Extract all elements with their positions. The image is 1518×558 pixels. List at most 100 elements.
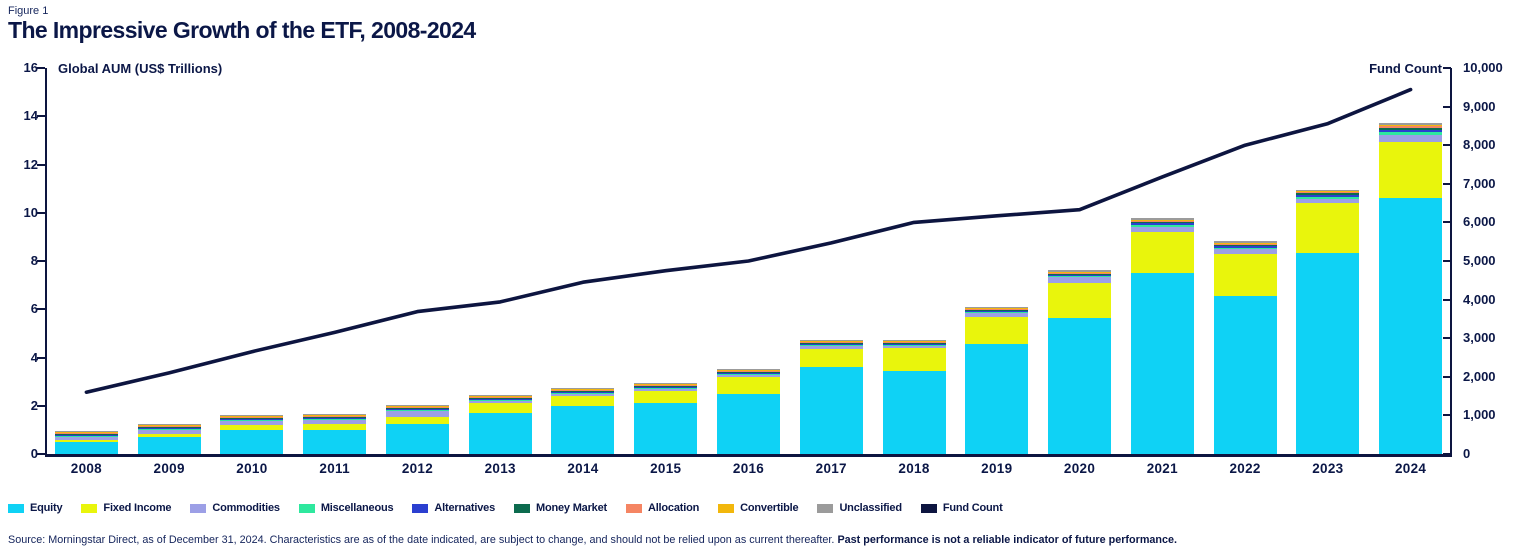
bar-2016: [717, 368, 780, 454]
right-axis-tick-label: 6,000: [1463, 214, 1496, 230]
legend-label: Commodities: [212, 502, 280, 514]
right-axis-tick: [1443, 144, 1451, 147]
bar-segment-allocation: [634, 384, 698, 386]
right-axis-tick-label: 5,000: [1463, 253, 1496, 268]
legend-swatch-icon: [514, 503, 530, 513]
bar-segment-fixed-income: [1130, 232, 1194, 274]
bar-segment-unclassified: [220, 414, 284, 416]
legend-label: Equity: [30, 502, 63, 514]
left-axis-tick-label: 4: [30, 349, 38, 365]
x-axis-label-2009: 2009: [153, 461, 185, 476]
x-axis-label-2011: 2011: [319, 461, 350, 476]
bar-segment-miscellaneous: [468, 399, 532, 401]
right-axis-tick: [1443, 260, 1451, 262]
bar-segment-alternatives: [882, 343, 946, 345]
bar-segment-unclassified: [1296, 189, 1360, 192]
bar-segment-miscellaneous: [551, 392, 615, 394]
left-axis-tick-label: 6: [30, 301, 38, 317]
bar-2024: [1379, 123, 1443, 454]
bar-segment-commodities: [799, 346, 863, 349]
bar-segment-alternatives: [220, 418, 284, 420]
bar-2020: [1048, 269, 1112, 454]
bar-segment-miscellaneous: [634, 387, 698, 389]
bar-segment-commodities: [220, 420, 284, 425]
bar-2018: [882, 339, 946, 454]
bar-segment-money-market: [1379, 127, 1443, 130]
legend-item-unclassified: Unclassified: [817, 502, 902, 514]
bar-segment-convertible: [1379, 125, 1443, 127]
bar-segment-allocation: [551, 389, 615, 391]
right-axis-tick-label: 2,000: [1463, 368, 1496, 384]
left-axis-tick-label: 12: [23, 156, 38, 172]
right-axis-line: [1450, 68, 1452, 454]
bar-segment-commodities: [1379, 134, 1443, 142]
bar-segment-fixed-income: [965, 316, 1029, 345]
bar-segment-miscellaneous: [303, 418, 367, 420]
right-axis-tick-label: 8,000: [1463, 137, 1496, 153]
legend-label: Money Market: [536, 502, 607, 514]
bar-segment-unclassified: [303, 413, 367, 415]
right-axis-tick-label: 4,000: [1463, 291, 1496, 307]
left-axis-tick: [37, 404, 45, 407]
x-axis-label-2014: 2014: [567, 461, 599, 476]
legend-item-miscellaneous: Miscellaneous: [298, 502, 394, 514]
bar-segment-alternatives: [303, 417, 367, 419]
bar-segment-equity: [882, 370, 946, 454]
left-axis-tick-label: 16: [23, 60, 38, 75]
right-axis-tick-label: 1,000: [1463, 407, 1496, 423]
bar-segment-unclassified: [1130, 218, 1194, 221]
bar-segment-commodities: [1213, 249, 1277, 254]
bar-segment-money-market: [799, 343, 863, 345]
bar-segment-equity: [634, 402, 698, 454]
bar-segment-allocation: [1213, 243, 1277, 245]
bar-segment-fixed-income: [1379, 141, 1443, 199]
left-axis-tick: [37, 115, 45, 118]
bar-segment-allocation: [799, 342, 863, 344]
bar-segment-fixed-income: [799, 348, 863, 368]
right-axis-tick: [1443, 337, 1451, 340]
bar-2010: [220, 414, 284, 454]
right-axis-tick: [1443, 414, 1451, 417]
source-text-normal: Source: Morningstar Direct, as of Decemb…: [8, 534, 838, 546]
bar-segment-equity: [799, 367, 863, 454]
legend-label: Convertible: [740, 502, 799, 514]
bar-segment-alternatives: [385, 409, 449, 411]
left-axis-tick: [37, 67, 45, 69]
bar-2013: [468, 394, 532, 454]
bar-2008: [54, 431, 118, 454]
bar-segment-fixed-income: [1213, 253, 1277, 296]
x-axis-label-2016: 2016: [732, 461, 765, 476]
left-axis-tick: [37, 453, 45, 455]
bar-segment-money-market: [551, 390, 615, 392]
bar-segment-miscellaneous: [882, 344, 946, 346]
bar-segment-money-market: [1048, 273, 1112, 275]
bar-segment-miscellaneous: [385, 410, 449, 412]
bar-segment-unclassified: [799, 340, 863, 342]
bar-segment-fixed-income: [882, 347, 946, 371]
bar-segment-convertible: [882, 340, 946, 342]
right-axis-tick: [1443, 105, 1451, 108]
bar-segment-allocation: [303, 415, 367, 417]
legend-label: Fund Count: [942, 502, 1003, 514]
bar-segment-convertible: [717, 369, 780, 371]
bar-segment-unclassified: [551, 387, 615, 389]
bar-segment-convertible: [1048, 271, 1112, 273]
legend-item-allocation: Allocation: [625, 502, 699, 514]
bar-segment-commodities: [1048, 277, 1112, 283]
bar-segment-money-market: [1213, 244, 1277, 247]
bar-2019: [965, 306, 1029, 454]
bar-segment-miscellaneous: [1379, 132, 1443, 135]
x-axis-label-2021: 2021: [1146, 461, 1178, 476]
bar-segment-unclassified: [1379, 123, 1443, 126]
legend: Equity Fixed Income Commodities Miscellaneo…: [8, 502, 1003, 514]
bar-segment-allocation: [137, 425, 201, 427]
bar-segment-money-market: [137, 426, 201, 428]
x-axis-label-2024: 2024: [1394, 461, 1427, 476]
bar-segment-alternatives: [551, 391, 615, 393]
bar-2023: [1296, 189, 1360, 454]
bar-2009: [137, 423, 201, 454]
bar-segment-equity: [965, 344, 1029, 454]
bar-2017: [799, 340, 863, 454]
x-axis-label-2012: 2012: [401, 461, 434, 476]
bar-segment-commodities: [54, 437, 118, 440]
